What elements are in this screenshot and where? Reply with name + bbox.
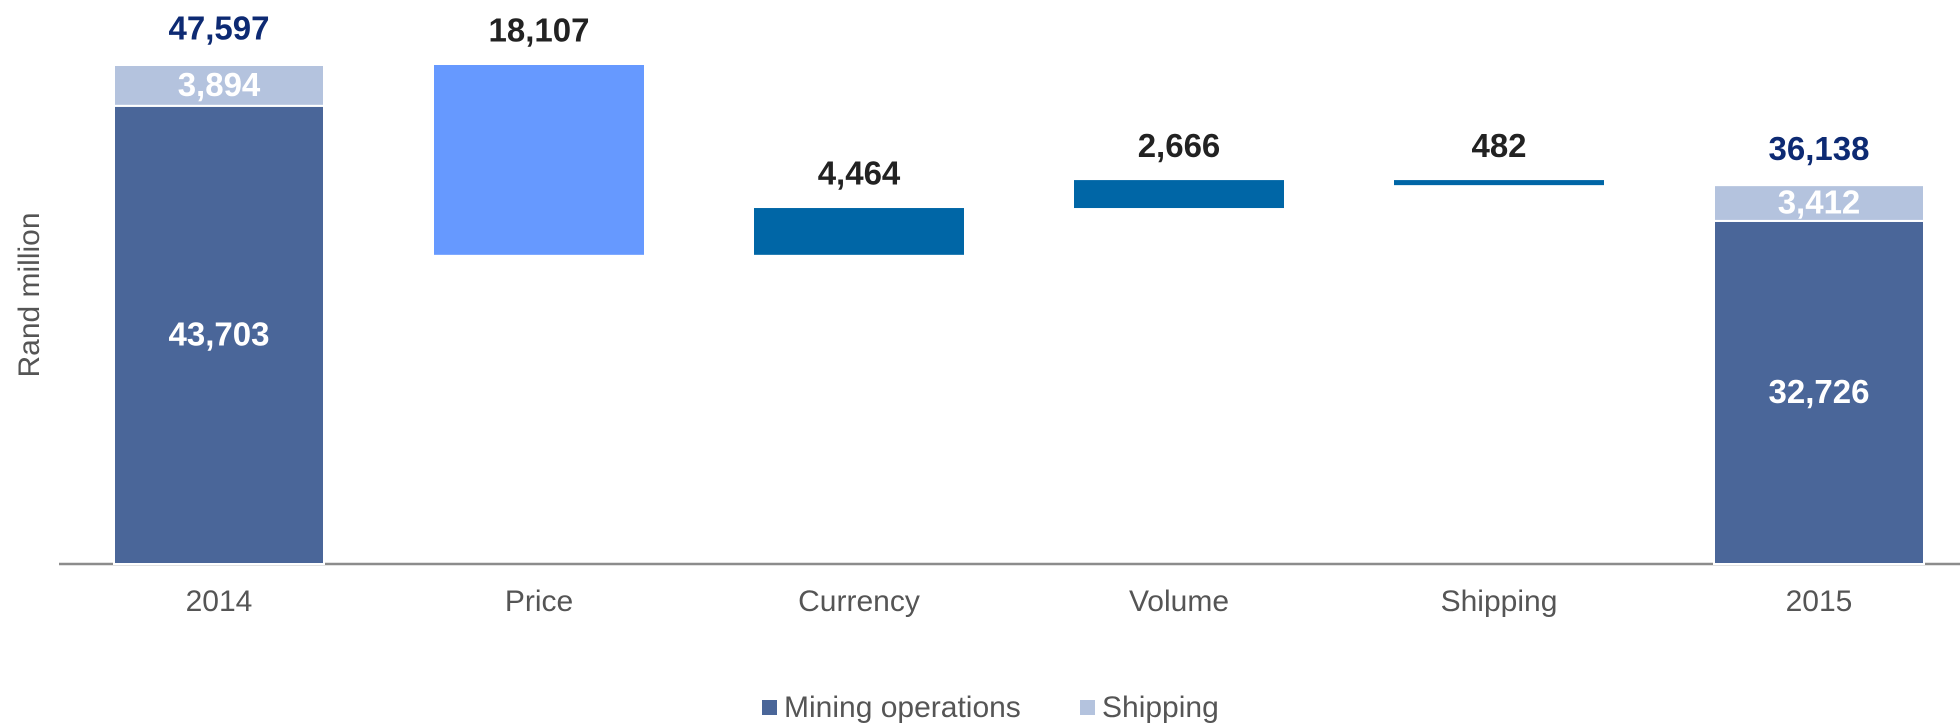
y-axis-label: Rand million — [13, 212, 46, 377]
legend-swatch — [762, 700, 777, 715]
change-label: 2,666 — [1138, 127, 1221, 164]
change-bar — [754, 208, 964, 255]
total-label: 47,597 — [169, 10, 270, 47]
change-bar — [1074, 180, 1284, 209]
segment-label: 3,412 — [1778, 184, 1861, 221]
x-tick-label: Price — [505, 585, 573, 618]
change-bar — [1394, 180, 1604, 186]
bar-segment — [113, 104, 325, 565]
legend-label: Shipping — [1102, 691, 1219, 724]
x-tick-label: 2014 — [186, 585, 253, 618]
segment-label: 43,703 — [169, 316, 270, 353]
segment-label: 3,894 — [178, 66, 261, 103]
change-label: 4,464 — [818, 155, 901, 192]
x-tick-label: Shipping — [1441, 585, 1558, 618]
x-tick-label: 2015 — [1786, 585, 1853, 618]
bar-segment — [1713, 184, 1925, 222]
x-tick-label: Volume — [1129, 585, 1229, 618]
segment-label: 32,726 — [1769, 373, 1870, 410]
change-label: 482 — [1471, 127, 1526, 164]
x-tick-label: Currency — [798, 585, 920, 618]
legend-label: Mining operations — [784, 691, 1021, 724]
change-bar — [434, 65, 644, 255]
legend-swatch — [1080, 700, 1095, 715]
change-label: 18,107 — [489, 12, 590, 49]
bar-segment — [1713, 219, 1925, 565]
total-label: 36,138 — [1769, 130, 1870, 167]
bar-segment — [113, 64, 325, 107]
